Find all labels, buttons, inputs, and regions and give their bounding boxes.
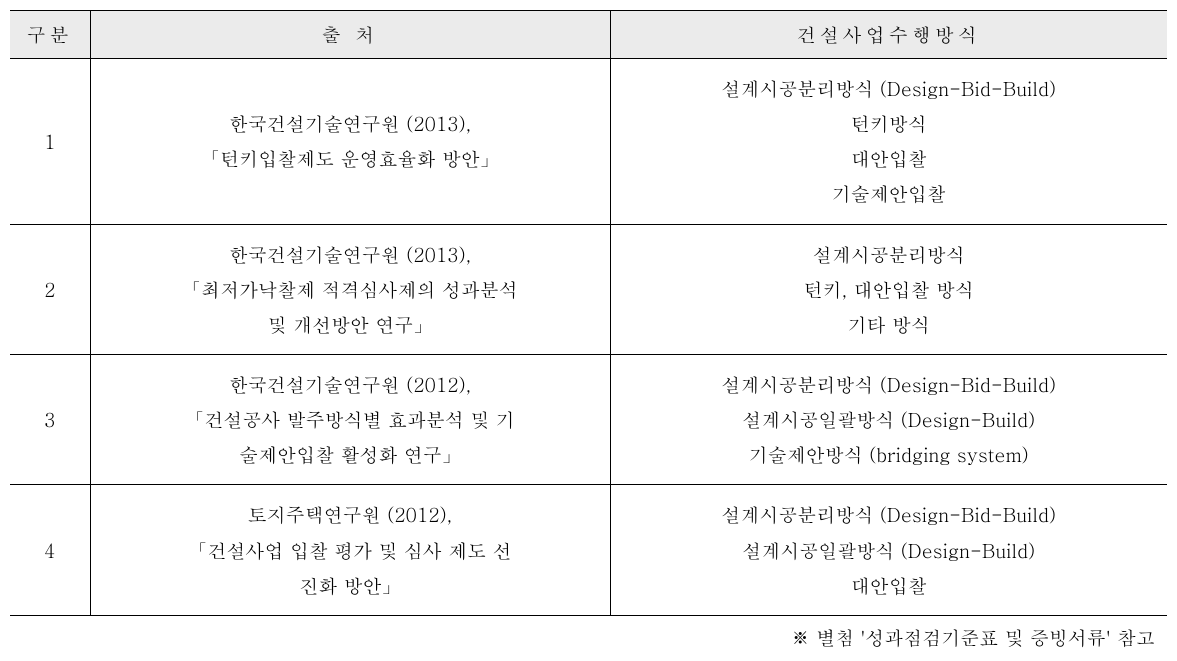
method-text: 설계시공분리방식 (Design-Bid-Build) <box>621 71 1158 106</box>
method-text: 설계시공일괄방식 (Design-Build) <box>621 402 1158 437</box>
row-source: 한국건설기술연구원 (2013), 「최저가낙찰제 적격심사제의 성과분석 및 … <box>90 224 610 354</box>
row-source: 한국건설기술연구원 (2013), 「턴키입찰제도 운영효율화 방안」 <box>90 59 610 225</box>
row-method: 설계시공분리방식 턴키, 대안입찰 방식 기타 방식 <box>610 224 1167 354</box>
method-text: 설계시공분리방식 (Design-Bid-Build) <box>621 497 1158 532</box>
row-number: 4 <box>10 485 90 615</box>
header-category: 구분 <box>10 11 90 59</box>
table-body: 1 한국건설기술연구원 (2013), 「턴키입찰제도 운영효율화 방안」 설계… <box>10 59 1167 616</box>
row-method: 설계시공분리방식 (Design-Bid-Build) 턴키방식 대안입찰 기술… <box>610 59 1167 225</box>
source-text: 한국건설기술연구원 (2013), <box>101 106 600 141</box>
method-text: 대안입찰 <box>621 568 1158 603</box>
construction-methods-table: 구분 출 처 건설사업수행방식 1 한국건설기술연구원 (2013), 「턴키입… <box>10 10 1167 616</box>
method-text: 설계시공분리방식 (Design-Bid-Build) <box>621 367 1158 402</box>
row-method: 설계시공분리방식 (Design-Bid-Build) 설계시공일괄방식 (De… <box>610 354 1167 484</box>
row-number: 1 <box>10 59 90 225</box>
source-text: 및 개선방안 연구」 <box>101 307 600 342</box>
source-text: 「턴키입찰제도 운영효율화 방안」 <box>101 141 600 176</box>
table-row: 2 한국건설기술연구원 (2013), 「최저가낙찰제 적격심사제의 성과분석 … <box>10 224 1167 354</box>
row-method: 설계시공분리방식 (Design-Bid-Build) 설계시공일괄방식 (De… <box>610 485 1167 615</box>
row-number: 3 <box>10 354 90 484</box>
source-text: 한국건설기술연구원 (2012), <box>101 367 600 402</box>
method-text: 기술제안입찰 <box>621 176 1158 211</box>
source-text: 진화 방안」 <box>101 568 600 603</box>
table-row: 1 한국건설기술연구원 (2013), 「턴키입찰제도 운영효율화 방안」 설계… <box>10 59 1167 225</box>
method-text: 기타 방식 <box>621 307 1158 342</box>
footnote-text: ※ 별첨 '성과점검기준표 및 증빙서류' 참고 <box>10 624 1167 651</box>
source-text: 「건설공사 발주방식별 효과분석 및 기 <box>101 402 600 437</box>
row-source: 한국건설기술연구원 (2012), 「건설공사 발주방식별 효과분석 및 기 술… <box>90 354 610 484</box>
row-source: 토지주택연구원 (2012), 「건설사업 입찰 평가 및 심사 제도 선 진화… <box>90 485 610 615</box>
method-text: 설계시공분리방식 <box>621 237 1158 272</box>
table-row: 3 한국건설기술연구원 (2012), 「건설공사 발주방식별 효과분석 및 기… <box>10 354 1167 484</box>
method-text: 기술제안방식 (bridging system) <box>621 437 1158 472</box>
source-text: 「최저가낙찰제 적격심사제의 성과분석 <box>101 272 600 307</box>
row-number: 2 <box>10 224 90 354</box>
source-text: 토지주택연구원 (2012), <box>101 497 600 532</box>
source-text: 술제안입찰 활성화 연구」 <box>101 437 600 472</box>
method-text: 턴키, 대안입찰 방식 <box>621 272 1158 307</box>
table-header-row: 구분 출 처 건설사업수행방식 <box>10 11 1167 59</box>
header-method: 건설사업수행방식 <box>610 11 1167 59</box>
method-text: 턴키방식 <box>621 106 1158 141</box>
method-text: 대안입찰 <box>621 141 1158 176</box>
method-text: 설계시공일괄방식 (Design-Build) <box>621 533 1158 568</box>
source-text: 한국건설기술연구원 (2013), <box>101 237 600 272</box>
table-row: 4 토지주택연구원 (2012), 「건설사업 입찰 평가 및 심사 제도 선 … <box>10 485 1167 615</box>
source-text: 「건설사업 입찰 평가 및 심사 제도 선 <box>101 533 600 568</box>
header-source: 출 처 <box>90 11 610 59</box>
